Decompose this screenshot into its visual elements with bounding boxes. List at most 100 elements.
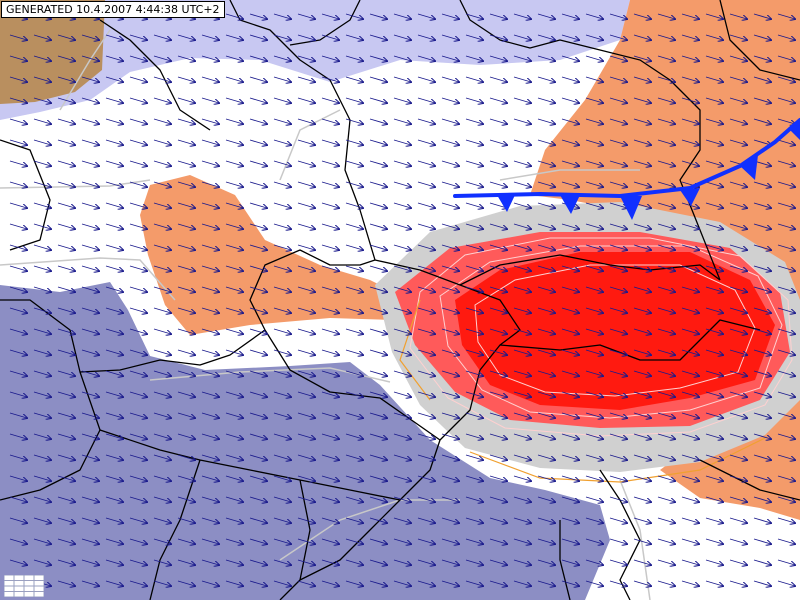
arrow-icon <box>153 475 171 481</box>
arrow-icon <box>273 517 291 523</box>
arrow-icon <box>249 433 267 439</box>
legend-grid-icon[interactable] <box>4 575 44 597</box>
arrow-icon <box>129 454 147 460</box>
arrow-icon <box>417 433 435 439</box>
arrow-icon <box>441 349 459 355</box>
arrow-icon <box>369 307 387 313</box>
arrow-icon <box>441 370 459 376</box>
arrow-icon <box>201 307 219 313</box>
arrow-icon <box>297 328 315 334</box>
arrow-icon <box>609 181 627 187</box>
arrow-icon <box>33 265 51 271</box>
arrow-icon <box>57 181 75 187</box>
arrow-icon <box>417 139 435 145</box>
arrow-icon <box>633 223 651 229</box>
arrow-icon <box>681 559 699 565</box>
arrow-icon <box>777 181 795 187</box>
arrow-icon <box>753 580 771 586</box>
arrow-icon <box>585 454 603 460</box>
cold-front-triangle-icon <box>680 188 700 206</box>
arrow-icon <box>489 433 507 439</box>
arrow-icon <box>177 433 195 439</box>
arrow-icon <box>345 160 363 166</box>
arrow-icon <box>537 349 555 355</box>
arrow-icon <box>393 97 411 103</box>
arrow-icon <box>129 580 147 586</box>
arrow-icon <box>201 97 219 103</box>
arrow-icon <box>249 13 267 19</box>
arrow-icon <box>153 76 171 82</box>
arrow-icon <box>201 181 219 187</box>
arrow-icon <box>369 13 387 19</box>
arrow-icon <box>225 580 243 586</box>
arrow-icon <box>369 76 387 82</box>
arrow-icon <box>777 349 795 355</box>
arrow-icon <box>561 34 579 40</box>
arrow-icon <box>729 244 747 250</box>
arrow-icon <box>273 307 291 313</box>
arrow-icon <box>369 328 387 334</box>
arrow-icon <box>249 97 267 103</box>
arrow-icon <box>633 517 651 523</box>
arrow-icon <box>33 559 51 565</box>
arrow-icon <box>81 517 99 523</box>
arrow-icon <box>561 76 579 82</box>
arrow-icon <box>225 538 243 544</box>
arrow-icon <box>537 13 555 19</box>
arrow-icon <box>249 475 267 481</box>
arrow-icon <box>393 517 411 523</box>
arrow-icon <box>273 412 291 418</box>
arrow-icon <box>513 223 531 229</box>
arrow-icon <box>393 454 411 460</box>
arrow-icon <box>105 391 123 397</box>
arrow-icon <box>225 286 243 292</box>
arrow-icon <box>681 34 699 40</box>
arrow-icon <box>585 118 603 124</box>
arrow-icon <box>225 517 243 523</box>
arrow-icon <box>705 559 723 565</box>
arrow-icon <box>729 328 747 334</box>
arrow-icon <box>153 391 171 397</box>
arrow-icon <box>393 307 411 313</box>
arrow-icon <box>537 223 555 229</box>
arrow-icon <box>249 55 267 61</box>
arrow-icon <box>561 181 579 187</box>
arrow-icon <box>369 517 387 523</box>
arrow-icon <box>345 118 363 124</box>
arrow-icon <box>489 97 507 103</box>
arrow-icon <box>57 223 75 229</box>
arrow-icon <box>465 34 483 40</box>
arrow-icon <box>729 118 747 124</box>
arrow-icon <box>705 139 723 145</box>
arrow-icon <box>345 97 363 103</box>
arrow-icon <box>201 55 219 61</box>
arrow-icon <box>705 244 723 250</box>
arrow-icon <box>561 244 579 250</box>
arrow-icon <box>561 223 579 229</box>
arrow-icon <box>777 118 795 124</box>
arrow-icon <box>321 370 339 376</box>
arrow-icon <box>609 307 627 313</box>
arrow-icon <box>537 118 555 124</box>
arrow-icon <box>489 244 507 250</box>
arrow-icon <box>81 496 99 502</box>
arrow-icon <box>129 391 147 397</box>
arrow-icon <box>561 433 579 439</box>
arrow-icon <box>201 286 219 292</box>
arrow-icon <box>609 433 627 439</box>
arrow-icon <box>609 412 627 418</box>
arrow-icon <box>561 349 579 355</box>
arrow-icon <box>513 34 531 40</box>
arrow-icon <box>297 202 315 208</box>
arrow-icon <box>345 454 363 460</box>
arrow-icon <box>441 412 459 418</box>
arrow-icon <box>225 433 243 439</box>
arrow-icon <box>513 412 531 418</box>
arrow-icon <box>777 97 795 103</box>
arrow-icon <box>753 244 771 250</box>
arrow-icon <box>609 265 627 271</box>
arrow-icon <box>753 538 771 544</box>
arrow-icon <box>633 244 651 250</box>
arrow-icon <box>537 475 555 481</box>
arrow-icon <box>609 139 627 145</box>
